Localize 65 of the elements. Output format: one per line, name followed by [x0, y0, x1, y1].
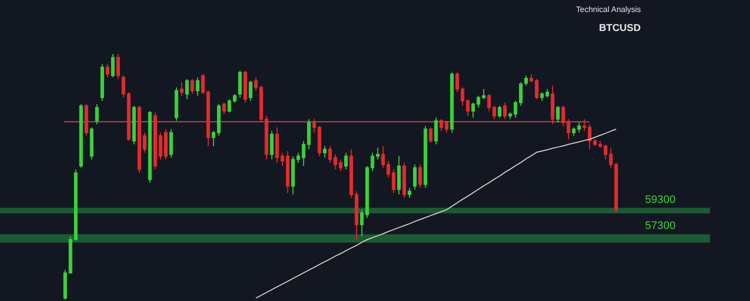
candlestick	[100, 64, 104, 102]
candlestick	[201, 74, 205, 95]
candlestick	[148, 110, 152, 184]
candlestick	[428, 126, 433, 144]
candlestick	[169, 128, 173, 158]
candlestick	[349, 148, 354, 198]
candlestick	[142, 132, 146, 154]
candlestick	[338, 158, 342, 172]
band-label: 57300	[645, 220, 676, 232]
candlestick	[84, 104, 88, 136]
candlestick	[534, 78, 538, 100]
candlestick	[556, 105, 560, 124]
candlestick	[222, 102, 226, 115]
candlestick	[122, 75, 126, 98]
candlestick	[138, 105, 142, 174]
candlestick	[232, 94, 236, 104]
candlestick	[397, 156, 401, 195]
candlestick	[322, 146, 327, 158]
candlestick	[482, 88, 486, 100]
candlestick	[408, 187, 412, 198]
candlestick	[206, 90, 210, 147]
candlestick	[190, 78, 194, 95]
candlestick	[498, 105, 502, 118]
chart-title: BTCUSD	[599, 23, 641, 34]
candlestick	[530, 74, 534, 83]
candlestick	[180, 82, 184, 96]
chart-subtitle: Technical Analysis	[576, 5, 641, 14]
candlestick	[354, 190, 358, 240]
candlestick	[126, 92, 131, 142]
candlestick	[132, 105, 136, 145]
candlestick	[402, 162, 406, 198]
candlestick	[577, 122, 581, 134]
candlestick	[106, 64, 110, 78]
candlestick	[286, 150, 290, 194]
candlestick	[524, 75, 528, 86]
candlestick	[434, 117, 438, 145]
candlestick	[360, 209, 364, 237]
candlestick	[248, 80, 252, 102]
candlestick	[444, 120, 448, 134]
candlestick	[270, 130, 274, 160]
candlestick	[95, 104, 99, 125]
candlestick	[116, 54, 120, 80]
candlestick	[174, 86, 178, 122]
candlestick	[503, 102, 507, 120]
candlestick	[424, 125, 428, 188]
candlestick	[90, 126, 94, 160]
candlestick	[418, 164, 422, 188]
candlestick	[244, 70, 248, 104]
candlestick	[450, 72, 454, 134]
candlestick	[344, 152, 348, 170]
candlestick	[413, 164, 417, 190]
candlestick	[614, 162, 618, 214]
candlestick	[572, 126, 576, 136]
candlestick	[228, 98, 232, 113]
candlestick	[440, 118, 444, 132]
candlestick	[79, 104, 83, 168]
candlestick	[582, 118, 586, 132]
candlestick	[392, 168, 396, 194]
candlestick	[111, 54, 115, 78]
candlestick	[254, 76, 258, 92]
candlestick	[238, 70, 242, 98]
band-label: 59300	[645, 194, 676, 206]
candlestick	[185, 78, 189, 100]
candlestick	[550, 85, 554, 125]
candlestick	[196, 76, 200, 96]
